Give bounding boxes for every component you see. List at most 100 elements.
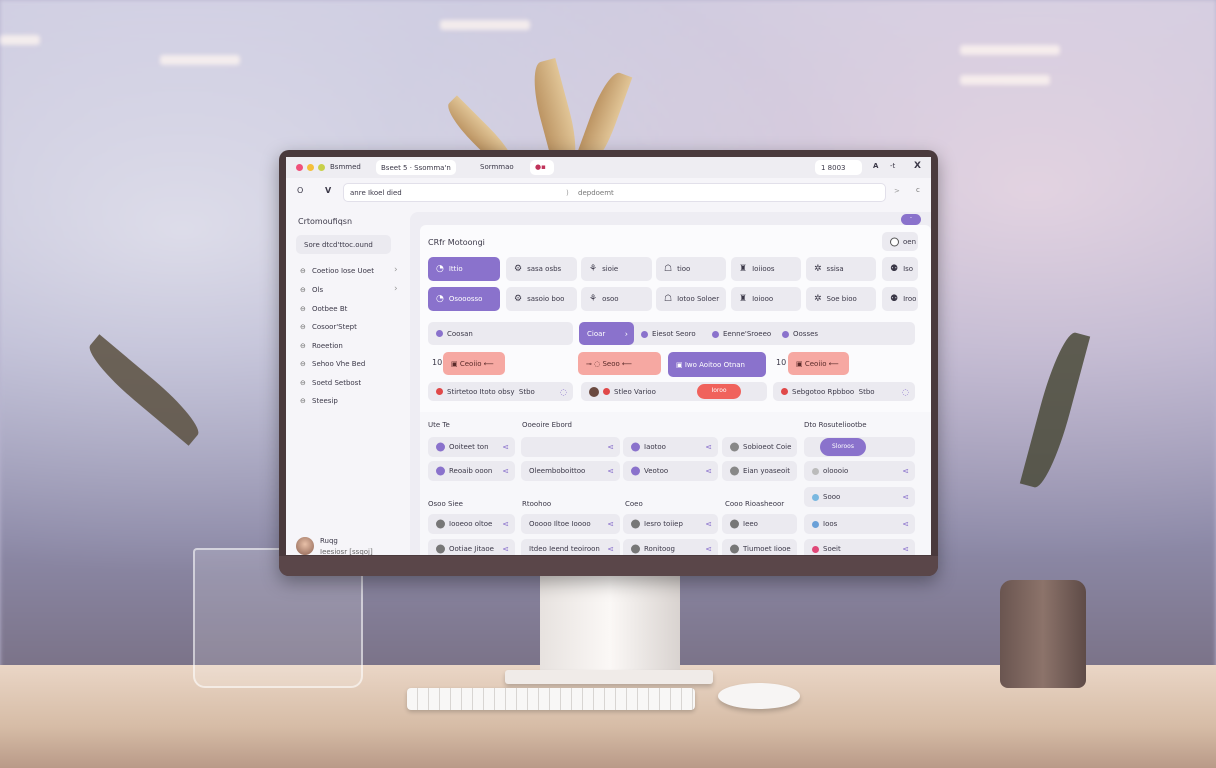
grid-tile[interactable]: ◔ Osooosso bbox=[428, 287, 500, 311]
share-icon[interactable]: ⋖ bbox=[607, 544, 614, 554]
share-icon[interactable]: ⋖ bbox=[705, 544, 712, 554]
list-cell[interactable]: Reoaib ooon ⋖ bbox=[428, 461, 515, 481]
grid-tile[interactable]: ◔ Ittio bbox=[428, 257, 500, 281]
list-cell[interactable]: Ieeo bbox=[722, 514, 797, 534]
list-cell[interactable]: Iaotoo ⋖ bbox=[623, 437, 718, 457]
avatar[interactable] bbox=[296, 537, 314, 555]
filter-active[interactable]: Cioar › bbox=[579, 322, 634, 345]
list-cell[interactable]: Oleemboboittoo ⋖ bbox=[521, 461, 620, 481]
filter-chip[interactable]: Oosses bbox=[782, 330, 818, 338]
tab-4[interactable]: ●▪ bbox=[530, 160, 554, 175]
grid-tile[interactable]: ♜ Ioiioos bbox=[731, 257, 801, 281]
back-icon[interactable]: O bbox=[297, 186, 304, 195]
right-list-item[interactable]: oloooio ⋖ bbox=[804, 461, 915, 481]
minimize-dot-icon[interactable] bbox=[307, 164, 314, 171]
list-cell[interactable]: Ronitoog ⋖ bbox=[623, 539, 718, 555]
alert-tag[interactable]: ⊸ ◌ Seoo ⟵ bbox=[578, 352, 661, 375]
list-cell[interactable]: ⋖ bbox=[521, 437, 620, 457]
list-cell[interactable]: Sobioeot Coie bbox=[722, 437, 797, 457]
logo-icon[interactable]: V bbox=[325, 186, 332, 195]
grid-tile[interactable]: ♜ Ioiooo bbox=[731, 287, 801, 311]
grid-tile[interactable]: ✲ ssisa bbox=[806, 257, 876, 281]
share-icon[interactable]: ⋖ bbox=[902, 492, 909, 502]
go-button[interactable]: > bbox=[894, 187, 900, 195]
share-icon[interactable]: ⋖ bbox=[902, 544, 909, 554]
list-cell[interactable]: Ooiteet ton ⋖ bbox=[428, 437, 515, 457]
list-cell[interactable]: Eian yoaseoit bbox=[722, 461, 797, 481]
share-icon[interactable]: ⋖ bbox=[705, 442, 712, 452]
tag-label: Seoo bbox=[602, 359, 620, 368]
right-list-item[interactable]: Sooo ⋖ bbox=[804, 487, 915, 507]
top-action-button[interactable]: · bbox=[901, 214, 921, 225]
alert-tag[interactable]: ▣ Ceoiio ⟵ bbox=[443, 352, 505, 375]
tab-1[interactable]: Bsmmed bbox=[330, 163, 361, 171]
share-icon[interactable]: ⋖ bbox=[902, 466, 909, 476]
sidebar-search[interactable]: Sore dtcd'ttoc.ound bbox=[296, 235, 391, 254]
grid-tile[interactable]: ⚉ Iso bbox=[882, 257, 918, 281]
tab-2[interactable]: Bseet 5 · Ssomma'n bbox=[376, 160, 456, 175]
share-icon[interactable]: ⋖ bbox=[502, 544, 509, 554]
tab-3[interactable]: Sormmao bbox=[480, 163, 514, 171]
maximize-dot-icon[interactable] bbox=[318, 164, 325, 171]
grid-tile[interactable]: ☖ Iotoo Soloer bbox=[656, 287, 726, 311]
share-icon[interactable]: ⋖ bbox=[607, 519, 614, 529]
share-icon[interactable]: ⋖ bbox=[705, 466, 712, 476]
grid-tile[interactable]: ✲ Soe bioo bbox=[806, 287, 876, 311]
list-cell[interactable]: Iooeoo oltoe ⋖ bbox=[428, 514, 515, 534]
list-cell[interactable]: Itdeo Ieend teoiroon ⋖ bbox=[521, 539, 620, 555]
toggle[interactable]: oen bbox=[882, 232, 918, 251]
close-button[interactable]: X bbox=[914, 161, 921, 171]
filter-chip[interactable]: Eiesot Seoro bbox=[641, 330, 696, 338]
share-icon[interactable]: ⋖ bbox=[607, 442, 614, 452]
sidebar-item[interactable]: ⊖ Coetioo Iose Uoet › bbox=[298, 264, 403, 278]
keyboard[interactable] bbox=[407, 688, 695, 710]
list-cell[interactable]: Veotoo ⋖ bbox=[623, 461, 718, 481]
pill-row[interactable]: Sebgotoo Rpbboo Stbo ◌ bbox=[773, 382, 915, 401]
share-icon[interactable]: ⋖ bbox=[502, 466, 509, 476]
sidebar-item[interactable]: ⊖ Roeetion bbox=[298, 339, 403, 353]
sidebar-item[interactable]: ⊖ Ols › bbox=[298, 283, 403, 297]
minimize-button[interactable]: -t bbox=[890, 162, 896, 170]
filter-select[interactable]: Coosan bbox=[428, 322, 573, 345]
url-input[interactable]: anre Ikoel died ) depdoemt bbox=[343, 183, 886, 202]
share-icon[interactable]: ⋖ bbox=[607, 466, 614, 476]
primary-tag[interactable]: ▣ Iwo Aoitoo Otnan bbox=[668, 352, 766, 377]
share-icon[interactable]: ⋖ bbox=[902, 519, 909, 529]
right-action-button[interactable]: Sloroos bbox=[820, 438, 866, 456]
list-cell[interactable]: Ootiae Jitaoe ⋖ bbox=[428, 539, 515, 555]
list-cell[interactable]: Tiumoet Iiooe bbox=[722, 539, 797, 555]
pill-meta: Stbo bbox=[858, 387, 875, 396]
list-cell[interactable]: Iesro toiiep ⋖ bbox=[623, 514, 718, 534]
chevron-right-icon: › bbox=[394, 284, 398, 294]
share-icon[interactable]: ⋖ bbox=[502, 519, 509, 529]
grid-tile[interactable]: ⚉ Iroo bbox=[882, 287, 918, 311]
alert-tag[interactable]: ▣ Ceoiio ⟵ bbox=[788, 352, 849, 375]
filter-chip[interactable]: Eenne'Sroeeo bbox=[712, 330, 771, 338]
share-icon[interactable]: ⋖ bbox=[705, 519, 712, 529]
right-list-item[interactable]: Ioos ⋖ bbox=[804, 514, 915, 534]
pill-row[interactable]: Stirtetoo Itoto obsy Stbo ◌ bbox=[428, 382, 573, 401]
sidebar-item[interactable]: ⊖ Sehoo Vhe Bed bbox=[298, 357, 403, 371]
sidebar-item[interactable]: ⊖ Cosoor'Stept bbox=[298, 320, 403, 334]
share-icon[interactable]: ⋖ bbox=[502, 442, 509, 452]
grid-tile[interactable]: ⚙ sasoio boo bbox=[506, 287, 577, 311]
grid-tile[interactable]: ☖ tioo bbox=[656, 257, 726, 281]
grid-tile[interactable]: ⚘ sioie bbox=[581, 257, 652, 281]
grid-tile[interactable]: ⚘ osoo bbox=[581, 287, 652, 311]
right-list-item[interactable]: Soeit ⋖ bbox=[804, 539, 915, 555]
sidebar-item[interactable]: ⊖ Soetd Setbost bbox=[298, 376, 403, 390]
reload-button[interactable]: c bbox=[916, 186, 920, 194]
sidebar-item[interactable]: ⊖ Ootbee Bt bbox=[298, 302, 403, 316]
count-label: 10 bbox=[432, 358, 443, 367]
sidebar-item[interactable]: ⊖ Steesip bbox=[298, 394, 403, 408]
grid-tile[interactable]: ⚙ sasa osbs bbox=[506, 257, 577, 281]
right-item-label: Sooo bbox=[823, 493, 841, 501]
list-cell[interactable]: Ooooo Iltoe Ioooo ⋖ bbox=[521, 514, 620, 534]
section-heading: Coeo bbox=[625, 500, 643, 508]
font-button[interactable]: A bbox=[873, 162, 879, 170]
action-button[interactable]: Ioroo bbox=[697, 384, 741, 399]
mouse[interactable] bbox=[718, 683, 800, 709]
zoom-level[interactable]: 1 8003 bbox=[815, 160, 862, 175]
section-heading: Cooo Rioasheoor bbox=[725, 500, 785, 508]
close-dot-icon[interactable] bbox=[296, 164, 303, 171]
